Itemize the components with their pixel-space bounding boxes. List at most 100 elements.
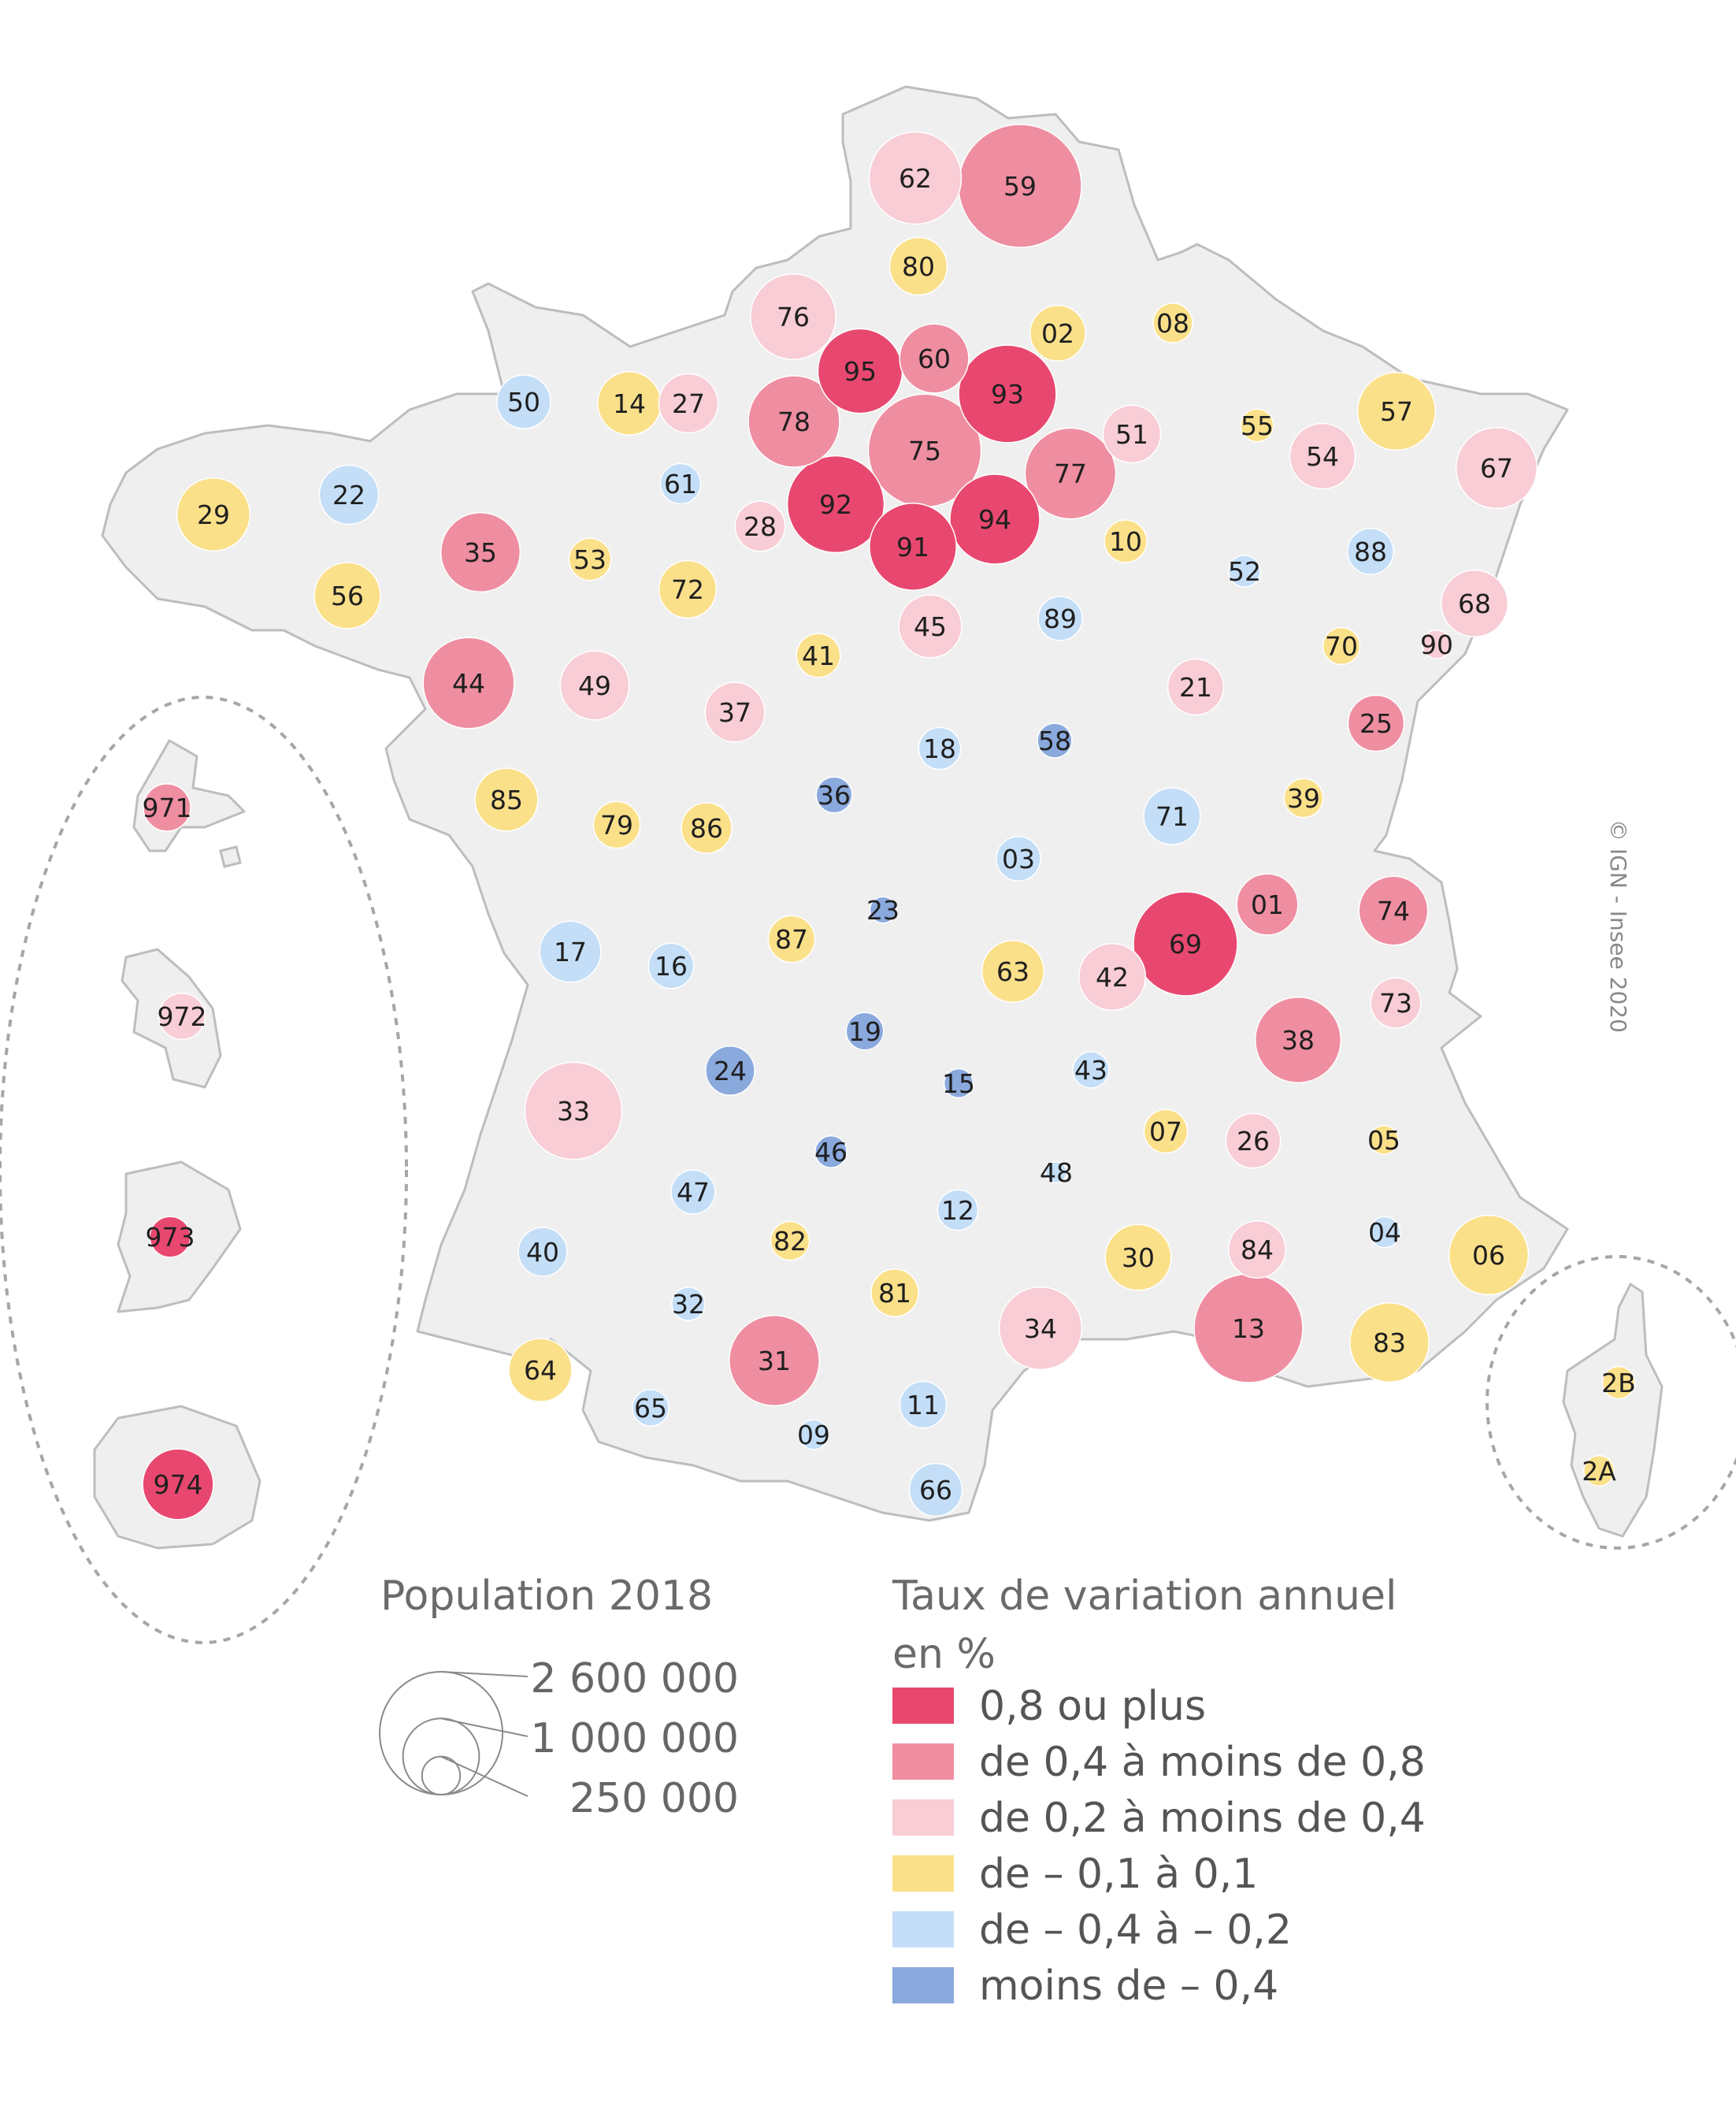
department-circle-82 [770, 1220, 811, 1261]
department-circle-08 [1152, 303, 1193, 343]
corsica-shape [1562, 1283, 1664, 1538]
department-label-05: 05 [1367, 1125, 1400, 1156]
department-label-92: 92 [819, 489, 852, 520]
size-legend-circle-2 [421, 1755, 462, 1796]
department-label-93: 93 [991, 379, 1024, 410]
department-circle-45 [898, 594, 963, 659]
department-label-74: 74 [1377, 896, 1410, 926]
size-legend-leader-2 [440, 1755, 529, 1797]
department-label-30: 30 [1122, 1242, 1155, 1273]
department-label-18: 18 [923, 733, 956, 764]
department-circle-53 [568, 537, 612, 581]
department-circle-25 [1347, 694, 1405, 752]
department-label-36: 36 [818, 780, 851, 811]
overseas-frame [0, 696, 408, 1644]
department-label-64: 64 [524, 1355, 557, 1386]
department-circle-91 [869, 503, 957, 591]
department-label-31: 31 [758, 1346, 791, 1376]
department-label-38: 38 [1282, 1025, 1315, 1056]
department-circle-46 [814, 1135, 848, 1168]
department-label-45: 45 [914, 611, 947, 642]
department-circle-83 [1349, 1302, 1430, 1383]
department-label-85: 85 [490, 785, 523, 815]
department-circle-48 [1044, 1160, 1068, 1184]
department-label-971: 971 [143, 793, 192, 823]
department-label-09: 09 [797, 1420, 830, 1450]
department-label-08: 08 [1156, 308, 1189, 339]
department-circle-11 [899, 1380, 948, 1429]
department-label-48: 48 [1040, 1157, 1073, 1188]
department-label-39: 39 [1287, 783, 1320, 814]
department-circle-2A [1582, 1454, 1615, 1487]
department-label-03: 03 [1002, 844, 1035, 874]
color-legend: Taux de variation annuel en % 0,8 ou plu… [892, 1572, 1426, 2010]
department-label-56: 56 [331, 581, 364, 611]
department-circle-03 [996, 836, 1041, 882]
department-circle-35 [440, 511, 521, 593]
department-circle-16 [647, 942, 695, 990]
department-label-73: 73 [1379, 988, 1412, 1019]
department-circle-74 [1358, 875, 1429, 946]
department-label-58: 58 [1038, 726, 1071, 756]
copyright-text: © IGN - Insee 2020 [1605, 819, 1631, 1033]
size-legend-label-small: 250 000 [569, 1775, 739, 1822]
department-labels: 62 59 80 76 02 08 95 60 93 50 14 27 78 75 51 55 57 54 67 29… [143, 163, 1636, 1506]
department-circle-37 [704, 681, 766, 743]
department-label-60: 60 [918, 343, 951, 374]
department-circle-972 [158, 992, 206, 1041]
department-circle-02 [1029, 305, 1086, 362]
department-label-42: 42 [1096, 962, 1129, 993]
department-label-13: 13 [1232, 1313, 1265, 1344]
department-circle-15 [943, 1067, 974, 1099]
department-label-55: 55 [1241, 410, 1274, 441]
department-label-15: 15 [942, 1068, 975, 1099]
department-label-86: 86 [690, 813, 723, 844]
department-circle-41 [796, 633, 841, 678]
color-legend-swatch-c5 [892, 1911, 954, 1947]
department-label-06: 06 [1472, 1240, 1505, 1271]
department-label-43: 43 [1074, 1055, 1107, 1086]
department-label-46: 46 [814, 1137, 848, 1168]
color-legend-swatch-c4 [892, 1855, 954, 1892]
department-label-91: 91 [896, 532, 929, 563]
size-legend-title: Population 2018 [380, 1572, 713, 1620]
color-legend-swatch-c2 [892, 1743, 954, 1780]
department-circle-33 [524, 1061, 623, 1160]
department-label-63: 63 [996, 956, 1029, 987]
department-circle-05 [1369, 1125, 1399, 1155]
department-label-2B: 2B [1601, 1368, 1636, 1398]
department-label-973: 973 [146, 1222, 195, 1253]
department-label-67: 67 [1480, 453, 1513, 484]
size-legend-circles [379, 1671, 529, 1797]
department-circle-47 [670, 1169, 716, 1215]
department-circle-42 [1078, 942, 1147, 1012]
color-legend-title-line2: en % [892, 1631, 996, 1678]
department-circle-66 [908, 1462, 963, 1517]
department-label-44: 44 [452, 668, 485, 699]
department-label-26: 26 [1237, 1126, 1270, 1157]
department-label-24: 24 [714, 1056, 747, 1086]
department-label-51: 51 [1115, 419, 1148, 450]
corsica-frame [1486, 1255, 1736, 1550]
department-label-04: 04 [1368, 1217, 1401, 1248]
department-circle-50 [496, 374, 551, 429]
department-circle-78 [747, 375, 840, 468]
department-circle-28 [734, 500, 786, 552]
department-circle-29 [176, 477, 251, 552]
department-label-37: 37 [718, 697, 751, 728]
department-label-78: 78 [777, 407, 811, 437]
department-circle-19 [845, 1012, 885, 1051]
color-legend-label-c1: 0,8 ou plus [979, 1683, 1206, 1730]
department-label-89: 89 [1044, 603, 1077, 634]
department-label-11: 11 [907, 1390, 940, 1420]
department-label-70: 70 [1325, 631, 1358, 662]
department-circle-85 [474, 767, 539, 832]
department-circle-973 [149, 1216, 191, 1258]
department-circle-01 [1236, 873, 1299, 936]
department-label-07: 07 [1149, 1116, 1182, 1147]
size-legend-leader-1 [440, 1717, 529, 1737]
guadeloupe-islet-shape [219, 845, 242, 868]
department-circle-57 [1356, 371, 1437, 451]
department-label-68: 68 [1458, 589, 1491, 619]
department-label-34: 34 [1024, 1313, 1057, 1344]
